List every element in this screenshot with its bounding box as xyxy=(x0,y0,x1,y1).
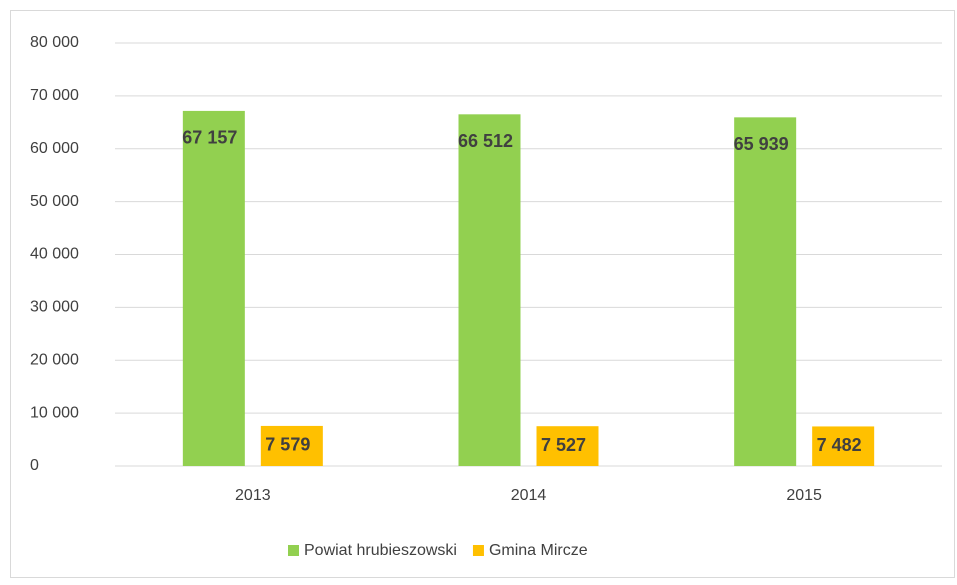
data-label: 65 939 xyxy=(734,134,789,154)
legend-swatch xyxy=(472,545,484,556)
y-tick-label: 30 000 xyxy=(30,299,79,316)
data-label: 7 482 xyxy=(817,435,862,455)
bar xyxy=(458,114,521,466)
data-label: 7 527 xyxy=(541,435,586,455)
y-tick-label: 50 000 xyxy=(30,193,79,210)
y-tick-label: 80 000 xyxy=(30,34,79,51)
bar xyxy=(182,110,245,467)
y-tick-label: 40 000 xyxy=(30,246,79,263)
x-tick-label: 2014 xyxy=(511,487,547,504)
bar xyxy=(536,426,599,466)
bar xyxy=(812,426,875,466)
y-tick-label: 10 000 xyxy=(30,404,79,421)
data-label: 66 512 xyxy=(458,131,513,151)
bar xyxy=(260,425,323,466)
legend-label: Gmina Mircze xyxy=(489,542,588,559)
x-tick-label: 2013 xyxy=(235,487,271,504)
y-tick-label: 0 xyxy=(30,457,39,474)
data-label: 7 579 xyxy=(265,435,310,455)
y-tick-label: 20 000 xyxy=(30,351,79,368)
legend-swatch xyxy=(288,545,299,556)
data-label: 67 157 xyxy=(182,128,237,148)
bar xyxy=(734,117,797,466)
x-tick-label: 2015 xyxy=(786,487,822,504)
y-tick-label: 70 000 xyxy=(30,87,79,104)
y-tick-label: 60 000 xyxy=(30,140,79,157)
legend-label: Powiat hrubieszowski xyxy=(304,542,457,559)
